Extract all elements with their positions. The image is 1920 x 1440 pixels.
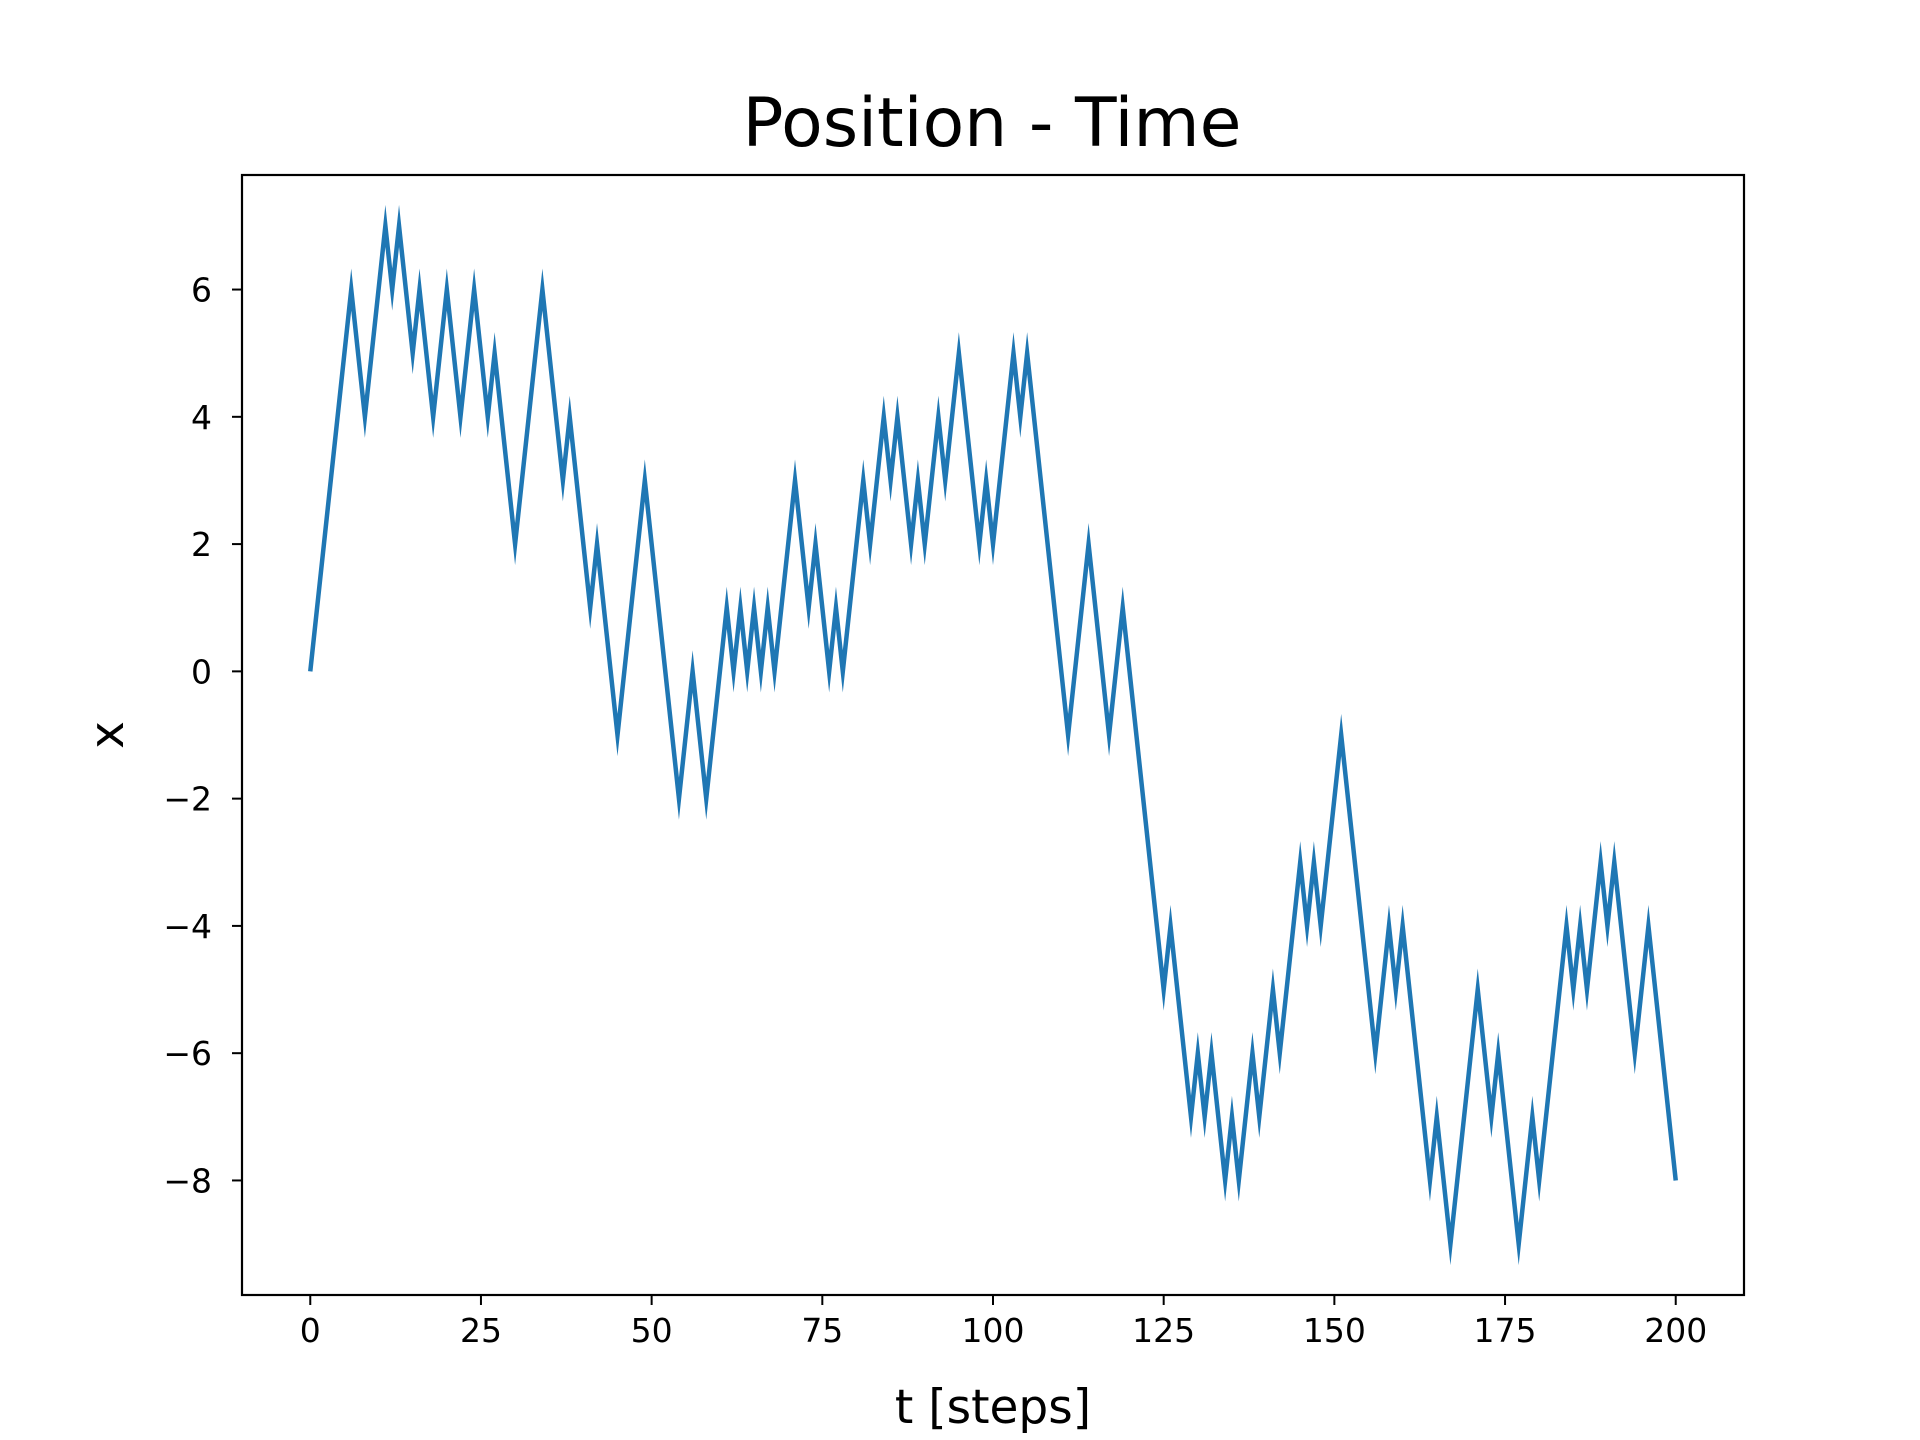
- x-axis: 0 25 50 75 100 125 150 175 200: [300, 1295, 1707, 1350]
- y-tick-label: 0: [191, 652, 212, 691]
- x-tick-label: 125: [1132, 1311, 1195, 1350]
- y-tick-label: 4: [191, 398, 212, 437]
- y-tick-label: −2: [163, 780, 212, 819]
- x-tick-label: 150: [1303, 1311, 1366, 1350]
- x-tick-label: 75: [801, 1311, 843, 1350]
- x-tick-label: 25: [460, 1311, 502, 1350]
- y-axis-label: x: [80, 721, 135, 749]
- y-tick-label: −4: [163, 907, 212, 946]
- x-tick-label: 100: [962, 1311, 1025, 1350]
- y-tick-label: −8: [163, 1161, 212, 1200]
- y-tick-label: 6: [191, 271, 212, 310]
- plot-area: [308, 204, 1678, 1266]
- series-line: [308, 204, 1678, 1266]
- y-axis: −8 −6 −4 −2 0 2 4 6: [163, 271, 242, 1200]
- y-tick-label: −6: [163, 1034, 212, 1073]
- plot-frame: [240, 173, 1746, 1297]
- y-tick-label: 2: [191, 525, 212, 564]
- x-tick-label: 175: [1474, 1311, 1537, 1350]
- x-axis-label: t [steps]: [895, 1380, 1091, 1435]
- x-tick-label: 0: [300, 1311, 321, 1350]
- x-tick-label: 50: [631, 1311, 673, 1350]
- chart-title: Position - Time: [743, 84, 1242, 163]
- x-tick-label: 200: [1644, 1311, 1707, 1350]
